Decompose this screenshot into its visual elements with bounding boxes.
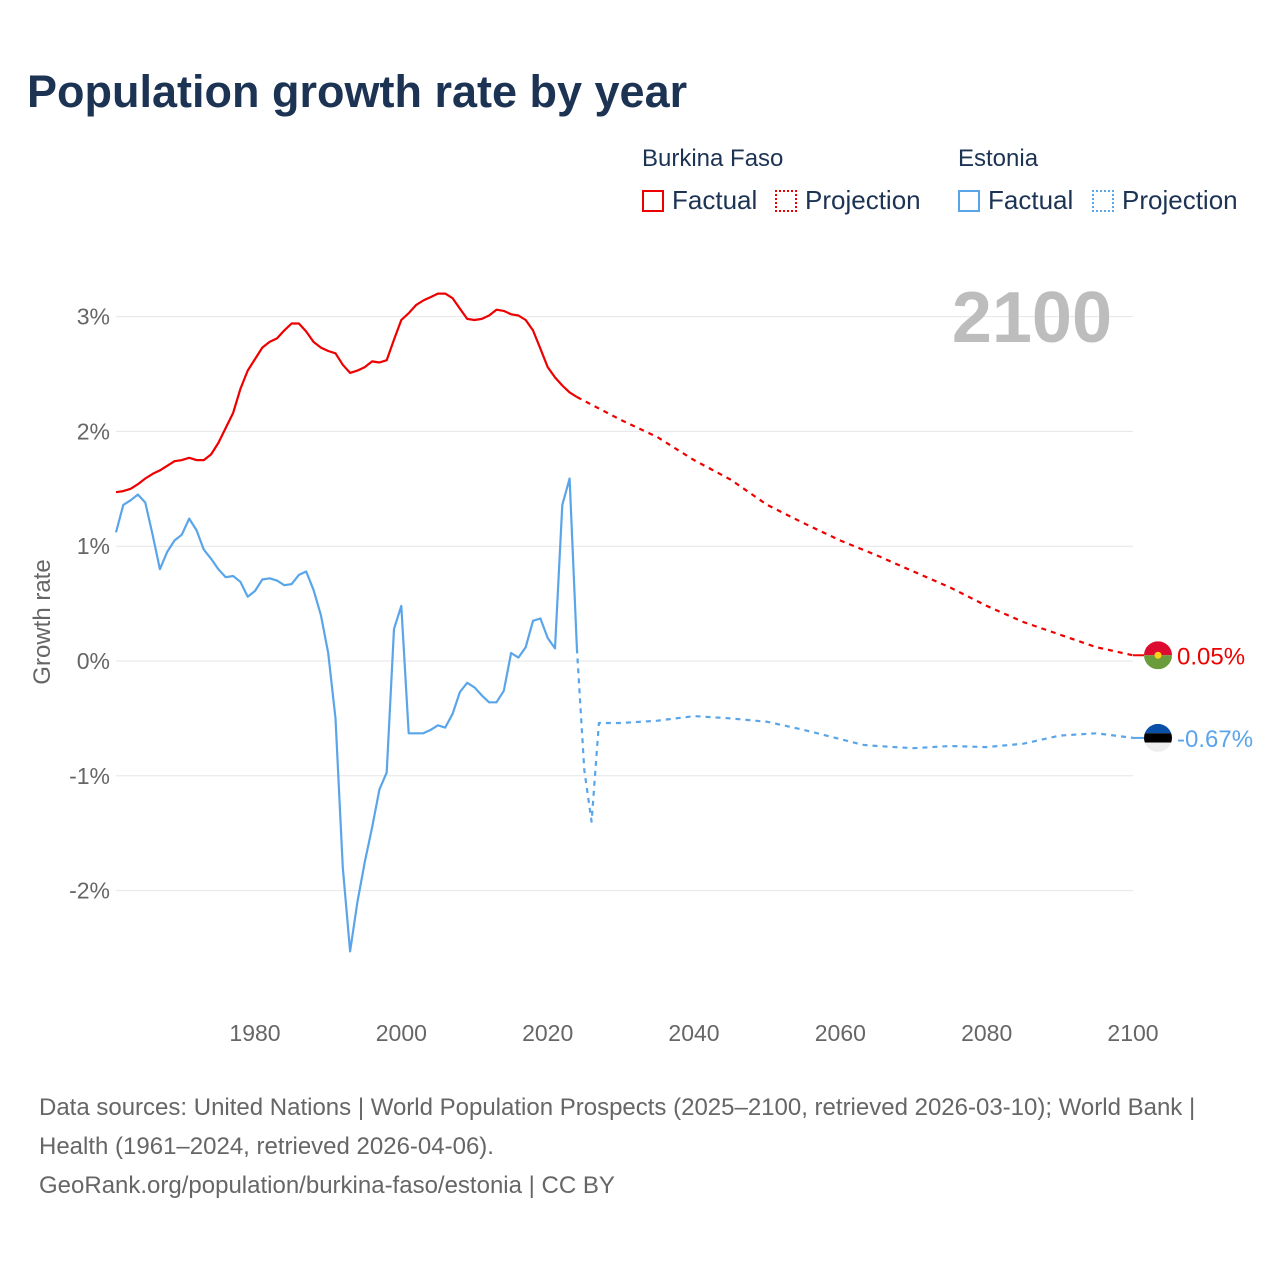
star-icon [1154, 651, 1162, 659]
end-value-label: -0.67% [1177, 726, 1253, 753]
legend-burkina-faso-factual[interactable]: Factual [642, 185, 757, 216]
burkina-faso-flag-icon [1144, 641, 1172, 670]
x-tick-label: 2000 [376, 1020, 427, 1046]
y-tick-label: 1% [77, 533, 110, 559]
x-tick-label: 1980 [229, 1020, 280, 1046]
flag-body [1144, 723, 1172, 752]
chart-title: Population growth rate by year [27, 66, 688, 117]
series-line-estonia-factual [114, 477, 578, 953]
legend-country-burkina-faso: Burkina Faso [642, 145, 784, 172]
y-tick-label: -1% [69, 763, 110, 789]
flag-stripe [1144, 655, 1172, 670]
footer: Data sources: United Nations | World Pop… [39, 1088, 1239, 1205]
flag-stripe [1144, 733, 1172, 743]
x-tick-label: 2100 [1107, 1020, 1158, 1046]
y-tick-label: -2% [69, 878, 110, 904]
legend-label: Projection [805, 185, 921, 215]
series-line-burkina-faso-factual [115, 292, 578, 494]
solid-swatch-icon [958, 189, 980, 212]
y-tick-label: 0% [77, 648, 110, 674]
legend-label: Factual [672, 185, 758, 215]
y-tick-label: 2% [77, 418, 110, 444]
end-value-label: 0.05% [1177, 643, 1245, 670]
x-tick-label: 2040 [668, 1020, 719, 1046]
y-axis-label: Growth rate [29, 559, 56, 684]
legend-burkina-faso-projection[interactable]: Projection [775, 185, 921, 216]
x-tick-label: 2020 [522, 1020, 573, 1046]
y-tick-label: 3% [77, 304, 110, 330]
flag-stripe [1144, 742, 1172, 752]
credit-link[interactable]: GeoRank.org/population/burkina-faso/esto… [39, 1172, 615, 1199]
data-sources: Data sources: United Nations | World Pop… [39, 1094, 1196, 1160]
legend-estonia-factual[interactable]: Factual [958, 185, 1073, 216]
legend-label: Projection [1122, 185, 1238, 215]
series-line-estonia-projection [575, 648, 1134, 823]
legend-country-estonia: Estonia [958, 145, 1039, 172]
flag-stripe [1144, 641, 1172, 656]
x-tick-label: 2060 [815, 1020, 866, 1046]
legend-label: Factual [988, 185, 1074, 215]
dotted-swatch-icon [1092, 189, 1114, 212]
series-line-burkina-faso-projection [576, 396, 1134, 657]
legend-estonia-projection[interactable]: Projection [1092, 185, 1238, 216]
dotted-swatch-icon [775, 189, 797, 212]
year-label: 2100 [952, 278, 1112, 358]
flag-body [1144, 641, 1172, 670]
flag-stripe [1144, 723, 1172, 734]
solid-swatch-icon [642, 189, 664, 212]
estonia-flag-icon [1144, 723, 1172, 752]
x-tick-label: 2080 [961, 1020, 1012, 1046]
